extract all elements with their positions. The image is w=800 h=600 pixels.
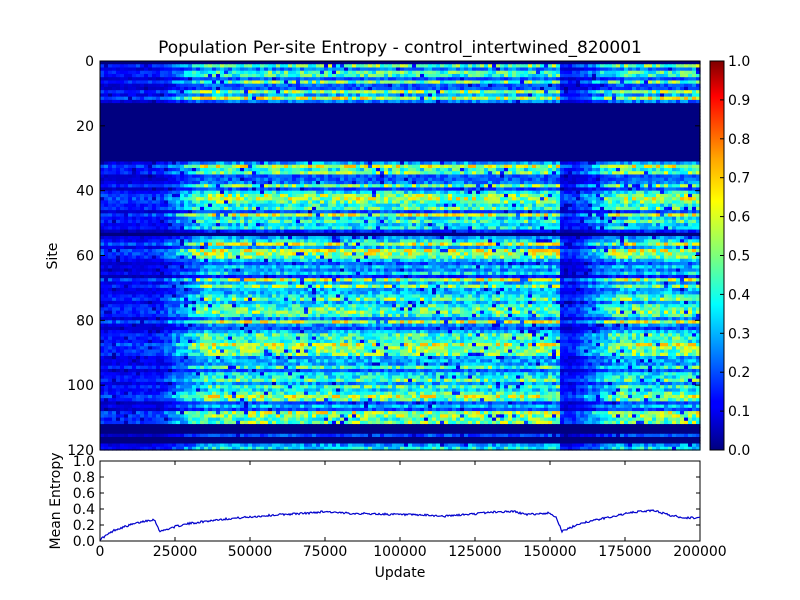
heatmap-cells — [100, 61, 701, 451]
heatmap-title: Population Per-site Entropy - control_in… — [158, 38, 642, 58]
